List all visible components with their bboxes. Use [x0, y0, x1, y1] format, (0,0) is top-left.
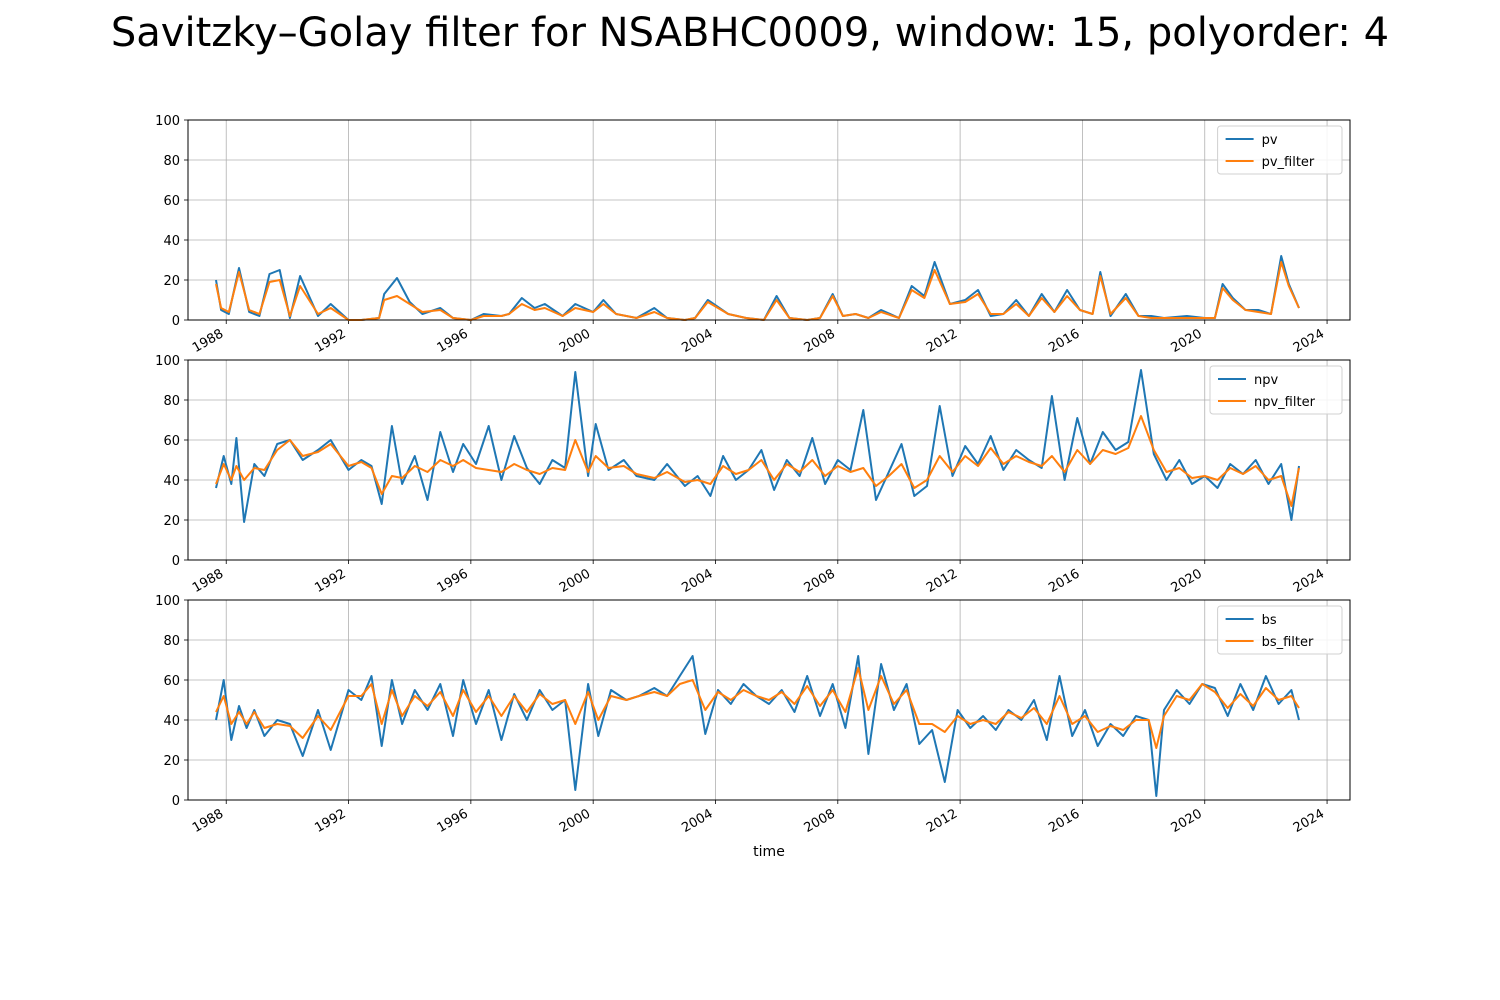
y-tick-label: 100	[155, 354, 180, 369]
y-tick-label: 100	[155, 114, 180, 129]
x-tick-label: 1996	[435, 806, 471, 836]
x-tick-label: 2004	[679, 566, 715, 596]
x-tick-label: 2008	[802, 326, 838, 356]
plot-frame	[187, 119, 1351, 321]
x-tick-label: 1992	[312, 566, 348, 596]
x-tick-label: 2012	[924, 806, 960, 836]
legend-label: bs_filter	[1262, 635, 1314, 650]
y-tick-label: 40	[163, 714, 180, 729]
series-line-npv	[215, 369, 1300, 523]
x-tick-label: 2024	[1291, 326, 1327, 356]
series-line-bs	[215, 655, 1300, 797]
legend-label: pv_filter	[1262, 155, 1315, 170]
y-tick-label: 40	[163, 234, 180, 249]
plot-frame	[187, 359, 1351, 561]
x-tick-label: 1996	[435, 326, 471, 356]
y-tick-label: 20	[163, 514, 180, 529]
y-tick-label: 0	[172, 794, 180, 809]
x-axis-label: time	[753, 844, 785, 860]
x-tick-label: 1992	[312, 806, 348, 836]
x-tick-label: 2008	[802, 566, 838, 596]
series-line-pv_filter	[215, 261, 1300, 321]
subplot-2: 1988 1992 1996 2000 2004 2008 2012 2016 2020 2024…	[155, 354, 1351, 596]
x-tick-label: 2000	[557, 326, 593, 356]
y-tick-label: 80	[163, 634, 180, 649]
x-tick-label: 1988	[190, 566, 226, 596]
y-tick-label: 100	[155, 594, 180, 609]
y-tick-label: 60	[163, 434, 180, 449]
x-tick-label: 2016	[1046, 566, 1082, 596]
x-tick-label: 2012	[924, 566, 960, 596]
x-tick-label: 2020	[1169, 806, 1205, 836]
legend: pv pv_filter	[1217, 125, 1343, 175]
subplot-1: 1988 1992 1996 2000 2004 2008 2012 2016 2020 2024…	[155, 114, 1351, 356]
x-tick-label: 1996	[435, 566, 471, 596]
y-tick-label: 80	[163, 154, 180, 169]
series-line-bs_filter	[215, 667, 1300, 749]
series-line-pv	[215, 255, 1300, 321]
series-line-npv_filter	[215, 415, 1300, 507]
y-tick-label: 0	[172, 314, 180, 329]
legend-label: bs	[1262, 613, 1277, 628]
x-tick-label: 1988	[190, 806, 226, 836]
y-tick-label: 60	[163, 194, 180, 209]
y-tick-label: 40	[163, 474, 180, 489]
x-tick-label: 2024	[1291, 806, 1327, 836]
x-tick-label: 2000	[557, 566, 593, 596]
subplot-3: 1988 1992 1996 2000 2004 2008 2012 2016 2020 2024…	[155, 594, 1351, 860]
y-tick-label: 0	[172, 554, 180, 569]
x-tick-label: 2016	[1046, 806, 1082, 836]
x-tick-label: 2004	[679, 326, 715, 356]
legend: bs bs_filter	[1217, 605, 1343, 655]
x-tick-label: 2012	[924, 326, 960, 356]
y-tick-label: 80	[163, 394, 180, 409]
x-tick-label: 2000	[557, 806, 593, 836]
x-tick-label: 2020	[1169, 326, 1205, 356]
x-tick-label: 2024	[1291, 566, 1327, 596]
plot-frame	[187, 599, 1351, 801]
legend: npv npv_filter	[1209, 365, 1343, 415]
legend-label: npv	[1254, 373, 1278, 388]
legend-label: npv_filter	[1254, 395, 1316, 410]
y-tick-label: 60	[163, 674, 180, 689]
x-tick-label: 2020	[1169, 566, 1205, 596]
y-tick-label: 20	[163, 754, 180, 769]
legend-label: pv	[1262, 133, 1278, 148]
y-tick-label: 20	[163, 274, 180, 289]
x-tick-label: 2016	[1046, 326, 1082, 356]
chart-title: Savitzky–Golay filter for NSABHC0009, wi…	[110, 10, 1390, 56]
x-tick-label: 2008	[802, 806, 838, 836]
x-tick-label: 2004	[679, 806, 715, 836]
x-tick-label: 1988	[190, 326, 226, 356]
x-tick-label: 1992	[312, 326, 348, 356]
